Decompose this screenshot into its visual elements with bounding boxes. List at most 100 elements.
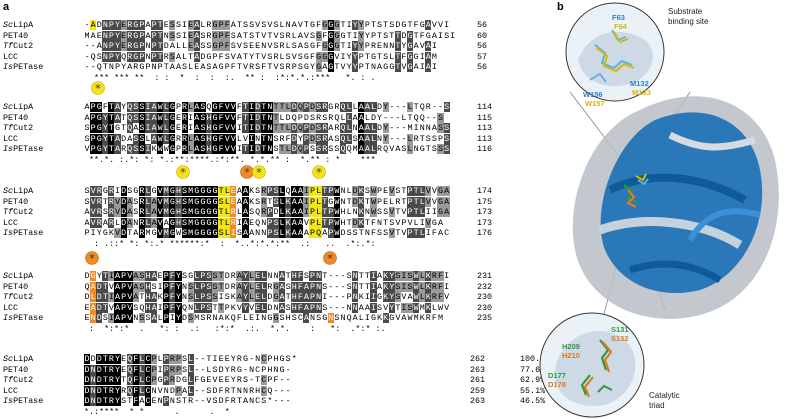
asterisk-marker-yellow-3: * <box>252 165 266 179</box>
sequence-residues: -ADNPYERGPAPTESSIEALRGPFATSSVSVSLNAVTGFG… <box>84 20 450 30</box>
sequence-name: ScLipA <box>3 354 83 364</box>
sequence-name: LCC <box>3 386 83 396</box>
sequence-residues: DLDTIAPVATHAKPFYNSLPSSISKAYLELDGATHFAPNI… <box>84 292 450 302</box>
sequence-name: TfCut2 <box>3 123 83 133</box>
catalytic-caption-line2: triad <box>649 401 665 410</box>
sequence-residues: --QTNPYARGPNPTAASLEASAGPFTVRSFTVSRPSGYGA… <box>84 62 437 72</box>
sequence-name-rest: LipA <box>13 186 34 196</box>
conservation-line: **.*. :.*: *: *.:**:****.:*:**. *.*.** :… <box>84 154 391 165</box>
sequence-residues: PIYGKVDTARMGVMGWSMGGGGSLISAANNPSLKAAAPQA… <box>84 228 450 238</box>
sequence-name: LCC <box>3 52 83 62</box>
residue-label-d177: D177 <box>548 371 566 380</box>
sequence-name-rest: LCC <box>3 51 19 62</box>
residue-label-f63: F63 <box>612 13 625 22</box>
sequence-name: PET40 <box>3 197 83 207</box>
sequence-name-rest: LipA <box>13 271 34 281</box>
residue-end-number: 232 <box>477 281 493 292</box>
residue-end-number: 175 <box>477 196 493 207</box>
sequence-residues: VPGYTARQSSIKWWGPRLASHGFVVITIDTNSTLDQPSSR… <box>84 144 450 154</box>
sequence-name: PET40 <box>3 31 83 41</box>
species-prefix: Is <box>3 144 14 154</box>
svg-text:*: * <box>95 82 101 95</box>
sequence-residues: QADTVAPVASHSIPFYNSLPSSTDRAYLELRGASHFAPNS… <box>84 281 450 292</box>
residue-end-number: 259 <box>470 385 486 396</box>
asterisk-marker-orange-3: * <box>323 251 337 265</box>
sequence-name: LCC <box>3 303 83 313</box>
sequence-residues: SPGYTGTQASIAWLGERIASHGFVVITIDTNTTLDQPDSR… <box>84 123 450 133</box>
sequence-name: TfCut2 <box>3 207 83 217</box>
panel-label-a: a <box>3 1 10 13</box>
residue-end-number: 173 <box>477 207 493 217</box>
residue-label-s131: S131 <box>611 325 629 334</box>
residue-end-number: 261 <box>470 375 486 385</box>
sequence-residues: SVRTRVDASRLAVMGHSMGGGGSLEAAKSRTSLKAAIPLT… <box>84 196 450 207</box>
sequence-name-rest: LipA <box>13 102 34 112</box>
residue-label-h209: H209 <box>562 342 580 351</box>
sequence-name: LCC <box>3 134 83 144</box>
catalytic-triad-inset: S131 S132 H209 H210 D177 D178 <box>539 312 645 418</box>
residue-end-number: 57 <box>477 51 488 62</box>
sequence-name-rest: PETase <box>13 396 44 406</box>
alignment-markers: * * * * * * * <box>85 81 337 265</box>
sequence-identity-percent: 46.5% <box>520 396 546 406</box>
sequence-name-rest: LCC <box>3 385 19 396</box>
sequence-name-rest: LCC <box>3 217 19 228</box>
sequence-residues: AVRSRVDASRLAVMGHSMGGGGTLRLASQRPDLKAAIPLT… <box>84 207 450 217</box>
sequence-name-rest: PETase <box>13 62 44 72</box>
asterisk-marker-orange-2: * <box>85 251 99 265</box>
residue-end-number: 263 <box>470 396 486 406</box>
residue-end-number: 115 <box>477 112 493 123</box>
residue-end-number: 231 <box>477 271 493 281</box>
sequence-name: IsPETase <box>3 144 83 154</box>
residue-end-number: 262 <box>470 354 486 364</box>
sequence-residues: SPGYTADASSLAWLGRRLASHGFVVLVINTNSRFDYPDSR… <box>84 133 450 144</box>
sequence-name-rest: PET40 <box>3 281 29 292</box>
residue-end-number: 113 <box>477 133 493 144</box>
sequence-residues: DNDTRYTQFLCPGPRDGLFGEVEEYRS-TCPF-- <box>84 375 291 385</box>
sequence-name-rest: Cut2 <box>13 375 34 385</box>
sequence-name: IsPETase <box>3 62 83 72</box>
sequence-name-rest: PETase <box>13 144 44 154</box>
residue-end-number: 56 <box>477 41 488 51</box>
sequence-name: ScLipA <box>3 102 83 112</box>
residue-end-number: 60 <box>477 30 488 41</box>
residue-end-number: 263 <box>470 364 486 375</box>
sequence-name: TfCut2 <box>3 41 83 51</box>
sequence-identity-percent: 62.9% <box>520 375 546 385</box>
sequence-residues: DDDTRYEQFLCPLPRPSL--TIEEYRG-NCPHGS* <box>84 354 297 364</box>
sequence-residues: EADTVAPVSQHAIPFYQNLPSTTPKVYVELDNASHFAPNS… <box>84 302 450 313</box>
species-prefix: Tf <box>3 375 14 385</box>
sequence-name-rest: LCC <box>3 133 19 144</box>
sequence-name: IsPETase <box>3 396 83 406</box>
svg-text:*: * <box>256 166 262 179</box>
substrate-binding-inset: F63 F64 M132 M133 W156 W157 <box>565 2 665 108</box>
species-prefix: Is <box>3 313 14 323</box>
sequence-name-rest: PETase <box>13 228 44 238</box>
species-prefix: Sc <box>3 271 14 281</box>
conservation-line: *** *** ** : : * : : :. ** : :*:*.*.:***… <box>84 72 376 83</box>
sequence-name-rest: PET40 <box>3 364 29 375</box>
sequence-name: IsPETase <box>3 313 83 323</box>
sequence-residues: AVRARLDANRLAVAGHSMGGGGTLRIAEQNPSLKAAVPLT… <box>84 217 443 228</box>
sequence-residues: DGYTIAPVASHAEPFYSGLPSSTDRAYLELNNATHFSPNT… <box>84 271 450 281</box>
sequence-name-rest: PET40 <box>3 196 29 207</box>
sequence-residues: DNDTRYRQFLCNVNDPAL--SDFRTNNRHCQ--- <box>84 385 291 396</box>
conservation-line: *.:**** * * . . * <box>84 406 245 417</box>
panel-label-b: b <box>557 1 564 13</box>
sequence-name-rest: PETase <box>13 313 44 323</box>
species-prefix: Sc <box>3 20 14 30</box>
residue-end-number: 174 <box>477 186 493 196</box>
svg-text:*: * <box>180 166 186 179</box>
sequence-identity-percent: 55.1% <box>520 385 546 396</box>
residue-end-number: 230 <box>477 292 493 302</box>
svg-text:*: * <box>316 166 322 179</box>
sequence-residues: ENDSIAPVNSSALPIYDSMSRNAKQFLEINGGSHSCANSG… <box>84 313 443 323</box>
sequence-identity-percent: 77.6% <box>520 364 546 375</box>
sequence-name-rest: Cut2 <box>13 41 34 51</box>
residue-end-number: 56 <box>477 62 488 72</box>
species-prefix: Sc <box>3 354 14 364</box>
residue-label-h210: H210 <box>562 351 580 360</box>
species-prefix: Tf <box>3 41 14 51</box>
sequence-name: ScLipA <box>3 20 83 30</box>
